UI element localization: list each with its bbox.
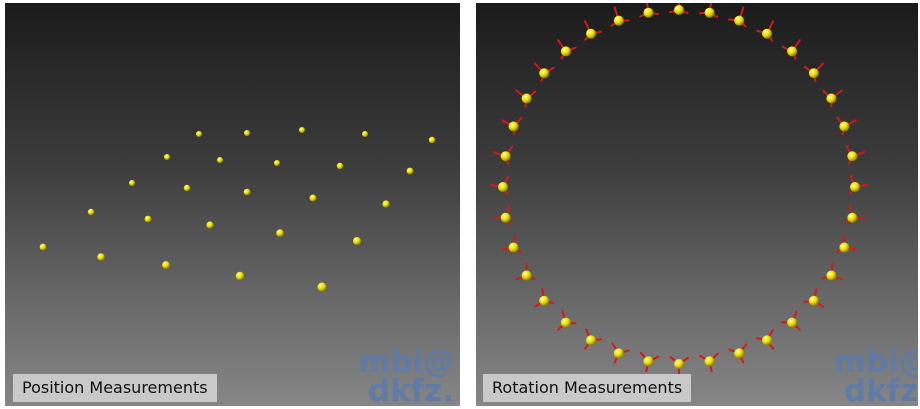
position-caption: Position Measurements [13,374,217,402]
marker-sphere [39,243,47,251]
marker-sphere [428,136,436,144]
marker-sphere [196,131,202,137]
marker-sphere [235,271,245,281]
marker-sphere [129,180,135,186]
marker-sphere [244,130,250,136]
rotation-marker [668,3,689,15]
rotation-marker [699,352,719,373]
rotation-marker [781,39,801,60]
rotation-marker [610,6,630,27]
rotation-marker [639,351,660,373]
rotation-marker [515,262,536,281]
rotation-marker [557,310,577,331]
rotation-marker [533,287,555,308]
rotation-marker [848,174,868,195]
rotation-marker [490,175,510,196]
logo-line-1: mbi@ [357,344,454,380]
marker-sphere [183,184,191,192]
rotation-marker [728,6,747,28]
marker-sphere [406,167,414,175]
marker-sphere [382,200,390,208]
rotation-marker [781,310,801,331]
marker-sphere [87,208,95,216]
rotation-marker [611,342,630,364]
rotation-marker [756,329,774,350]
marker-sphere [299,127,305,133]
marker-sphere [274,160,280,166]
marker-sphere [336,162,344,170]
rotation-marker [639,3,659,18]
rotation-marker [803,288,825,308]
logo-line-2: dkfz. [843,373,918,407]
rotation-marker [822,89,843,108]
logo-line-2: dkfz. [367,373,454,407]
rotation-marker [584,20,602,41]
mbi-dkfz-logo: mbi@ dkfz. [833,344,918,407]
marker-sphere [144,215,152,223]
marker-sphere [309,194,317,202]
rotation-marker [756,20,774,42]
marker-sphere [97,253,105,261]
rotation-marker [844,205,866,225]
rotation-marker [501,117,523,136]
rotation-marker [821,262,843,281]
rotation-caption: Rotation Measurements [483,374,692,402]
marker-sphere [162,261,170,269]
rotation-marker [698,3,719,19]
position-markers-canvas [39,127,436,292]
rotation-marker [728,343,748,364]
marker-sphere [164,154,170,160]
rotation-marker [803,62,825,83]
rotation-measurements-view: mbi@ dkfz. Rotation Measurements [476,3,918,406]
marker-sphere [243,188,251,196]
rotation-marker [836,116,857,136]
mbi-dkfz-logo: mbi@ dkfz. [357,344,454,407]
rotation-marker [845,145,866,165]
rotation-marker [515,89,537,108]
rotation-marker [557,39,577,60]
rotation-marker [492,145,514,165]
rotation-marker [501,234,522,254]
marker-sphere [276,229,284,237]
marker-sphere [362,131,368,137]
position-measurements-view: mbi@ dkfz. Position Measurements [5,3,460,406]
marker-sphere [206,221,214,229]
logo-line-1: mbi@ [833,344,918,380]
marker-sphere [353,237,361,245]
rotation-marker [492,205,513,225]
rotation-markers-canvas [490,3,868,375]
rotation-marker [835,234,857,253]
marker-sphere [217,157,223,163]
rotation-marker [669,355,690,375]
rotation-marker [533,62,555,82]
rotation-marker [584,328,602,350]
marker-sphere [317,282,327,292]
